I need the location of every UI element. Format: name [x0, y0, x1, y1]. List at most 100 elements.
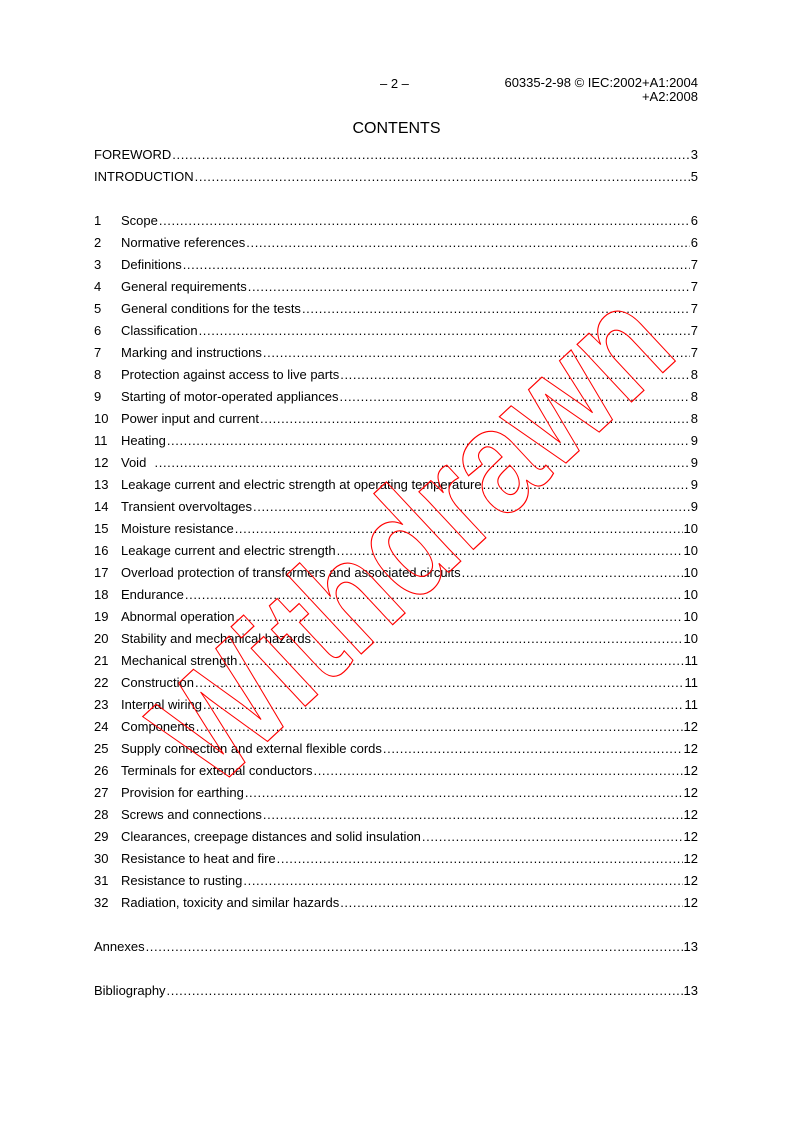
- entry-title[interactable]: Moisture resistance: [121, 521, 234, 536]
- entry-title[interactable]: Endurance: [121, 587, 184, 602]
- dot-leader: [462, 565, 683, 580]
- toc-entry[interactable]: 32 Radiation, toxicity and similar hazard…: [94, 895, 698, 911]
- toc-entry[interactable]: 3 Definitions 7: [94, 257, 698, 273]
- dot-leader: [337, 543, 683, 558]
- toc-entry[interactable]: 29 Clearances, creepage distances and sol…: [94, 829, 698, 845]
- entry-title[interactable]: Terminals for external conductors: [121, 763, 313, 778]
- entry-page: 6: [690, 235, 698, 250]
- toc-entry[interactable]: 8 Protection against access to live parts…: [94, 367, 698, 383]
- entry-page: 7: [690, 345, 698, 360]
- toc-entry[interactable]: 5 General conditions for the tests 7: [94, 301, 698, 317]
- toc-entry[interactable]: 4 General requirements 7: [94, 279, 698, 295]
- dot-leader: [277, 851, 683, 866]
- toc-entry[interactable]: 30 Resistance to heat and fire 12: [94, 851, 698, 867]
- dot-leader: [196, 719, 683, 734]
- entry-title[interactable]: Normative references: [121, 235, 246, 250]
- reference-line-2: +A2:2008: [641, 89, 698, 104]
- entry-title[interactable]: Clearances, creepage distances and solid…: [121, 829, 421, 844]
- toc-entry[interactable]: 20 Stability and mechanical hazards 10: [94, 631, 698, 647]
- dot-leader: [313, 763, 682, 778]
- clause-number: 24: [94, 719, 109, 734]
- dot-leader: [172, 147, 689, 162]
- entry-title[interactable]: Overload protection of transformers and …: [121, 565, 461, 580]
- entry-title[interactable]: Power input and current: [121, 411, 260, 426]
- entry-title[interactable]: Screws and connections: [121, 807, 262, 822]
- entry-title[interactable]: Supply connection and external flexible …: [121, 741, 382, 756]
- entry-title[interactable]: Classification: [121, 323, 198, 338]
- toc-entry[interactable]: 2 Normative references 6: [94, 235, 698, 251]
- entry-title[interactable]: FOREWORD: [94, 147, 172, 162]
- entry-page: 11: [684, 675, 699, 690]
- toc-entry[interactable]: 12 Void 9: [94, 455, 698, 471]
- dot-leader: [263, 807, 683, 822]
- toc-entry[interactable]: INTRODUCTION 5: [94, 169, 698, 185]
- dot-leader: [185, 587, 683, 602]
- toc-entry[interactable]: 17 Overload protection of transformers an…: [94, 565, 698, 581]
- toc-entry[interactable]: 21 Mechanical strength 11: [94, 653, 698, 669]
- entry-title[interactable]: Heating: [121, 433, 166, 448]
- entry-page: 9: [690, 477, 698, 492]
- toc-entry[interactable]: 18 Endurance 10: [94, 587, 698, 603]
- clause-number: 7: [94, 345, 102, 360]
- entry-title[interactable]: Annexes: [94, 939, 145, 954]
- entry-title[interactable]: Protection against access to live parts: [121, 367, 340, 382]
- toc-entry[interactable]: FOREWORD 3: [94, 147, 698, 163]
- entry-title[interactable]: Construction: [121, 675, 194, 690]
- toc-entry[interactable]: 28 Screws and connections 12: [94, 807, 698, 823]
- dot-leader: [383, 741, 683, 756]
- document-reference: 60335-2-98 © IEC:2002+A1:2004 +A2:2008: [504, 76, 698, 104]
- toc-entry[interactable]: 11 Heating 9: [94, 433, 698, 449]
- entry-title[interactable]: Radiation, toxicity and similar hazards: [121, 895, 340, 910]
- toc-entry[interactable]: 14 Transient overvoltages 9: [94, 499, 698, 515]
- entry-title[interactable]: Internal wiring: [121, 697, 202, 712]
- toc-entry[interactable]: 7 Marking and instructions 7: [94, 345, 698, 361]
- entry-title[interactable]: Leakage current and electric strength at…: [121, 477, 482, 492]
- toc-entry[interactable]: 24 Components 12: [94, 719, 698, 735]
- toc-entry[interactable]: 19 Abnormal operation 10: [94, 609, 698, 625]
- entry-title[interactable]: Resistance to rusting: [121, 873, 243, 888]
- entry-title[interactable]: Starting of motor-operated appliances: [121, 389, 339, 404]
- entry-title[interactable]: Definitions: [121, 257, 182, 272]
- clause-number: 4: [94, 279, 102, 294]
- toc-entry[interactable]: 16 Leakage current and electric strength 1…: [94, 543, 698, 559]
- entry-title[interactable]: Resistance to heat and fire: [121, 851, 276, 866]
- entry-title[interactable]: General conditions for the tests: [121, 301, 301, 316]
- entry-title[interactable]: Stability and mechanical hazards: [121, 631, 312, 646]
- entry-title[interactable]: Scope: [121, 213, 158, 228]
- toc-entry[interactable]: 31 Resistance to rusting 12: [94, 873, 698, 889]
- toc-entry[interactable]: Annexes 13: [94, 939, 698, 955]
- dot-leader: [235, 609, 682, 624]
- toc-entry[interactable]: 6 Classification 7: [94, 323, 698, 339]
- entry-page: 9: [690, 455, 698, 470]
- clause-number: 11: [94, 433, 108, 448]
- toc-entry[interactable]: 10 Power input and current 8: [94, 411, 698, 427]
- dot-leader: [246, 235, 689, 250]
- entry-page: 12: [683, 873, 698, 888]
- entry-title[interactable]: Transient overvoltages: [121, 499, 253, 514]
- contents-title: CONTENTS: [352, 120, 441, 137]
- clause-number: 18: [94, 587, 109, 602]
- entry-page: 12: [683, 719, 698, 734]
- entry-title[interactable]: INTRODUCTION: [94, 169, 194, 184]
- toc-entry[interactable]: 22 Construction 11: [94, 675, 698, 691]
- entry-title[interactable]: Bibliography: [94, 983, 166, 998]
- toc-entry[interactable]: Bibliography 13: [94, 983, 698, 999]
- entry-title[interactable]: Abnormal operation: [121, 609, 235, 624]
- entry-title[interactable]: Components: [121, 719, 195, 734]
- entry-title[interactable]: Leakage current and electric strength: [121, 543, 336, 558]
- entry-title[interactable]: Mechanical strength: [121, 653, 238, 668]
- clause-number: 19: [94, 609, 109, 624]
- toc-entry[interactable]: 23 Internal wiring 11: [94, 697, 698, 713]
- clause-number: 6: [94, 323, 102, 338]
- toc-entry[interactable]: 25 Supply connection and external flexibl…: [94, 741, 698, 757]
- toc-entry[interactable]: 27 Provision for earthing 12: [94, 785, 698, 801]
- toc-entry[interactable]: 1 Scope 6: [94, 213, 698, 229]
- entry-title[interactable]: Provision for earthing: [121, 785, 244, 800]
- entry-title[interactable]: General requirements: [121, 279, 247, 294]
- entry-title[interactable]: Void: [121, 455, 154, 470]
- toc-entry[interactable]: 13 Leakage current and electric strength …: [94, 477, 698, 493]
- entry-title[interactable]: Marking and instructions: [121, 345, 262, 360]
- toc-entry[interactable]: 26 Terminals for external conductors 12: [94, 763, 698, 779]
- toc-entry[interactable]: 9 Starting of motor-operated appliances 8: [94, 389, 698, 405]
- toc-entry[interactable]: 15 Moisture resistance 10: [94, 521, 698, 537]
